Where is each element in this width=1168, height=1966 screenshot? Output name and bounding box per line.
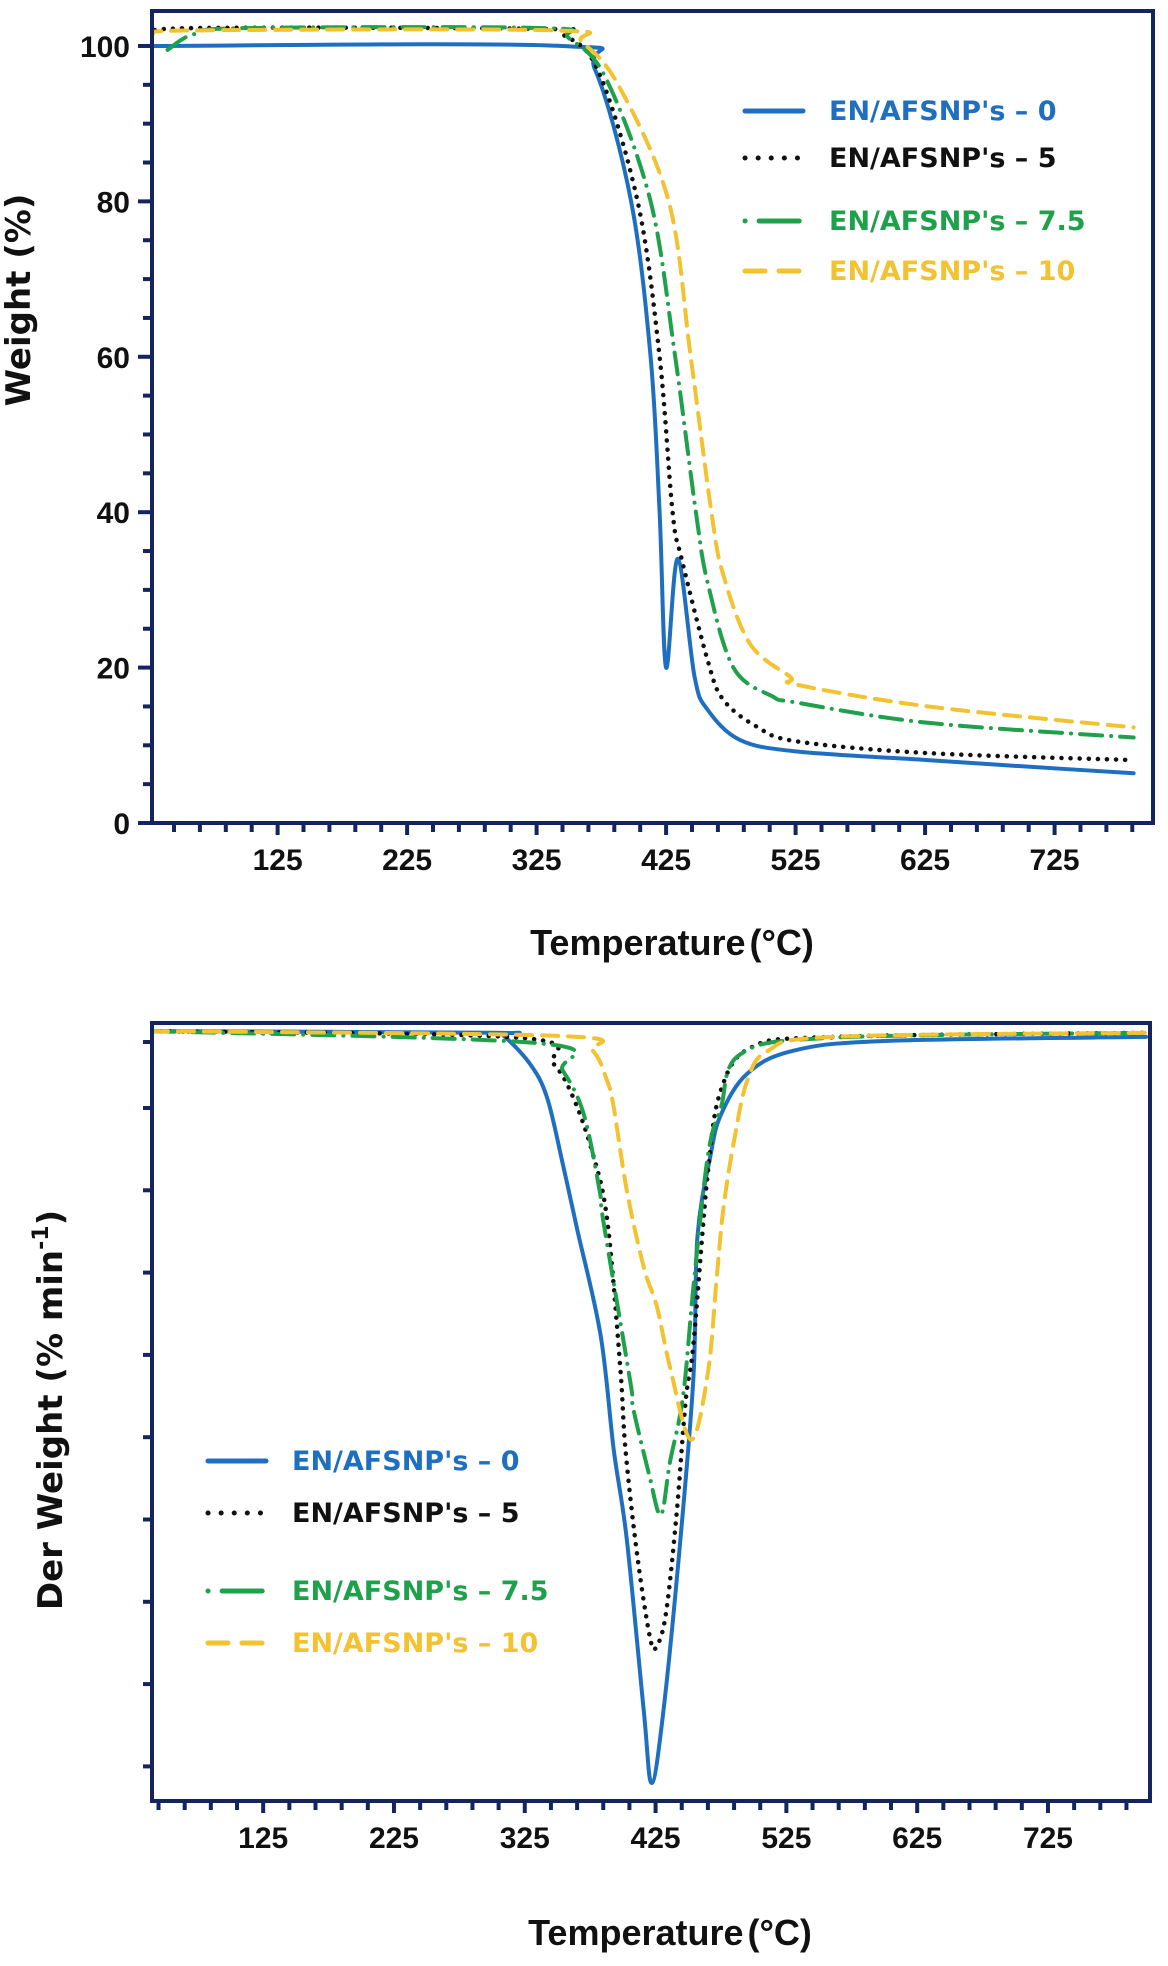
x-axis-title-text: Temperature xyxy=(528,1912,743,1953)
x-axis-title: Temperature (°C) xyxy=(530,922,814,963)
y-axis-title-text: Der Weight (% min xyxy=(31,1250,71,1610)
y-tick-label: 20 xyxy=(97,653,130,686)
legend-label: EN/AFSNP's – 0 xyxy=(292,1446,520,1477)
x-tick-label: 725 xyxy=(1023,1822,1073,1855)
x-axis-title-text: Temperature xyxy=(530,922,745,963)
y-axis-title-close: ) xyxy=(31,1210,71,1226)
tga-weight-chart: 125 225 325 425 525 625 725 0 20 40 60 80 100 Tempera… xyxy=(0,9,1155,963)
legend: EN/AFSNP's – 0 EN/AFSNP's – 5 EN/AFSNP's –… xyxy=(742,96,1086,287)
y-axis-title-text: Weight (%) xyxy=(0,194,39,407)
legend-label: EN/AFSNP's – 7.5 xyxy=(292,1576,549,1607)
legend-label: EN/AFSNP's – 10 xyxy=(829,256,1075,287)
series-line-dash-dot xyxy=(154,1029,1148,1518)
legend-label: EN/AFSNP's – 0 xyxy=(829,96,1057,127)
dtg-derivative-chart: 125 225 325 425 525 625 725 Temperature (°C) Der … xyxy=(29,1021,1152,1953)
legend-label: EN/AFSNP's – 5 xyxy=(292,1498,520,1529)
x-axis-title: Temperature (°C) xyxy=(528,1912,812,1953)
x-tick-label: 625 xyxy=(892,1822,942,1855)
y-tick-label: 0 xyxy=(113,808,130,841)
plot-frame xyxy=(150,1021,1152,1803)
series-line-solid xyxy=(154,42,1136,776)
series-line-dashed xyxy=(154,27,1136,730)
y-axis-title: Weight (%) xyxy=(0,194,39,407)
x-tick-label: 725 xyxy=(1030,844,1080,877)
y-axis-title-sup: -1 xyxy=(29,1225,54,1249)
y-tick-label: 60 xyxy=(97,342,130,375)
series-line-dash-dot xyxy=(165,25,1136,740)
x-axis-title-unit: (°C) xyxy=(748,1912,812,1953)
x-tick-label: 425 xyxy=(641,844,691,877)
y-tick-label: 80 xyxy=(97,186,130,219)
x-tick-label: 125 xyxy=(238,1822,288,1855)
x-tick-label: 325 xyxy=(500,1822,550,1855)
x-tick-label: 325 xyxy=(512,844,562,877)
legend-label: EN/AFSNP's – 5 xyxy=(829,143,1057,174)
x-tick-label: 125 xyxy=(253,844,303,877)
x-tick-label: 225 xyxy=(382,844,432,877)
x-tick-label: 625 xyxy=(900,844,950,877)
y-axis-title: Der Weight (% min-1) xyxy=(29,1210,71,1610)
x-axis-title-unit: (°C) xyxy=(750,922,814,963)
series-line-dotted xyxy=(154,1028,1148,1652)
y-tick-label: 40 xyxy=(97,497,130,530)
x-tick-label: 525 xyxy=(771,844,821,877)
series-line-solid xyxy=(154,1029,1148,1786)
x-tick-label: 425 xyxy=(631,1822,681,1855)
plot-frame xyxy=(150,9,1155,825)
legend: EN/AFSNP's – 0 EN/AFSNP's – 5 EN/AFSNP's –… xyxy=(205,1446,549,1659)
legend-label: EN/AFSNP's – 7.5 xyxy=(829,206,1086,237)
legend-label: EN/AFSNP's – 10 xyxy=(292,1628,538,1659)
series-line-dashed xyxy=(154,1029,1148,1442)
x-tick-label: 225 xyxy=(369,1822,419,1855)
series-line-dotted xyxy=(154,25,1136,763)
x-tick-label: 525 xyxy=(761,1822,811,1855)
y-tick-label: 100 xyxy=(80,31,130,64)
